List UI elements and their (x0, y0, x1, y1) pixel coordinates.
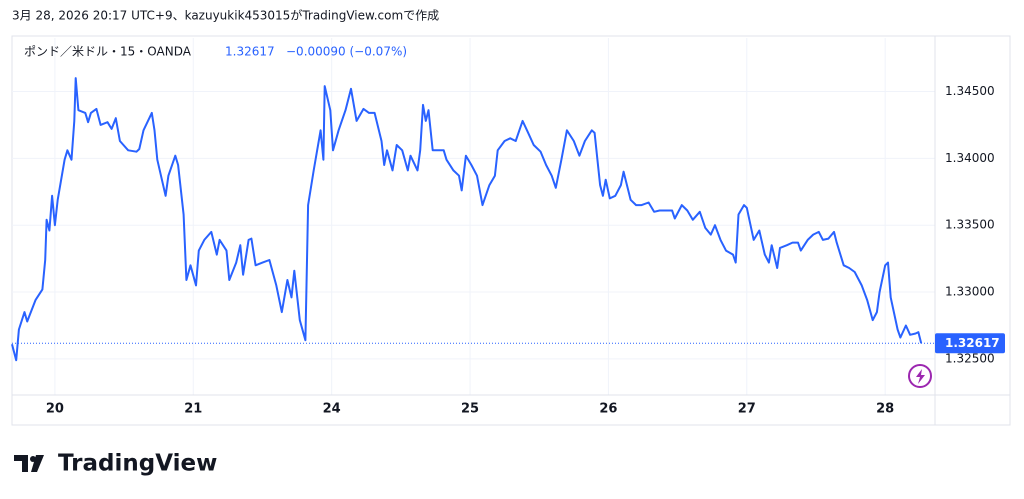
lightning-icon[interactable] (908, 364, 932, 388)
y-tick-label: 1.33500 (945, 218, 995, 232)
caption: 3月 28, 2026 20:17 UTC+9、kazuyukik453015が… (12, 8, 439, 23)
y-tick-label: 1.34500 (945, 84, 995, 98)
y-tick-label: 1.34000 (945, 151, 995, 165)
x-tick-label: 24 (323, 402, 341, 417)
y-tick-label: 1.32500 (945, 351, 995, 365)
x-tick-label: 25 (461, 402, 479, 417)
logo-mark (14, 455, 44, 472)
brand-logo (14, 455, 44, 472)
x-tick-label: 28 (876, 402, 894, 417)
icon-bolt (916, 369, 925, 384)
x-tick-label: 21 (184, 402, 202, 417)
last-price-label: 1.32617 (945, 336, 1000, 350)
chart-frame (11, 35, 1011, 426)
brand-name: TradingView (58, 451, 217, 477)
header-change: −0.00090 (−0.07%) (286, 45, 407, 59)
logo-dot (30, 456, 36, 462)
x-tick-label: 26 (599, 402, 617, 417)
last-price-box (935, 333, 1005, 354)
x-tick-label: 20 (46, 402, 64, 417)
header-price: 1.32617 (225, 45, 275, 59)
x-tick-label: 27 (738, 402, 756, 417)
y-tick-label: 1.33000 (945, 285, 995, 299)
symbol-title: ポンド／米ドル・15・OANDA (24, 45, 192, 59)
price-line (11, 77, 923, 362)
